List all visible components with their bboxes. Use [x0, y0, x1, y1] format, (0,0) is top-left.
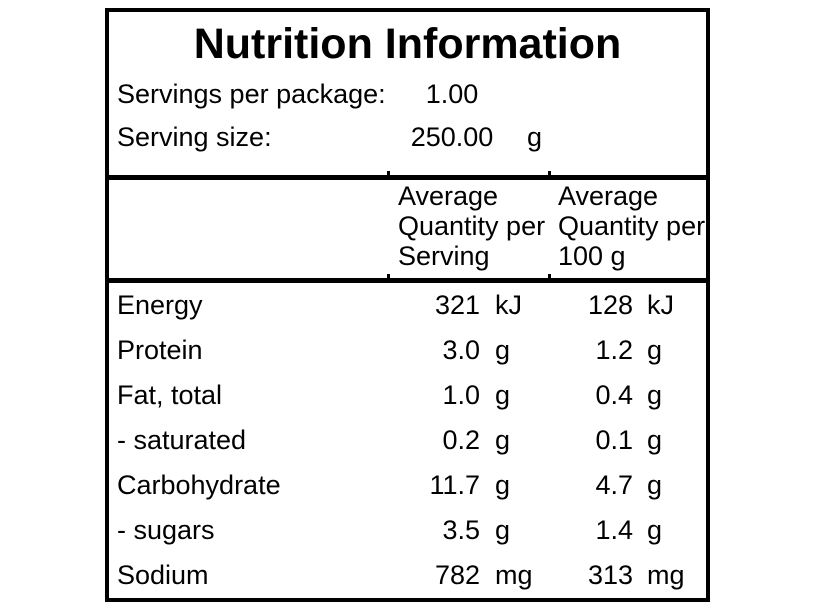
per-100g-value: 128	[587, 290, 633, 320]
per-serving-value: 3.5	[442, 515, 480, 545]
header-per-serving-line: Average	[398, 181, 499, 211]
per-serving-unit: g	[495, 380, 511, 410]
column-tick	[387, 274, 390, 279]
nutrient-row: Fat, total 1.0 g 0.4 g	[109, 373, 706, 418]
per-serving-value: 321	[434, 290, 480, 320]
per-serving-unit: mg	[495, 560, 533, 590]
per-100g-unit: g	[647, 335, 663, 365]
nutrient-label: Fat, total	[117, 380, 223, 410]
per-100g-unit: kJ	[647, 290, 674, 320]
per-100g-unit: mg	[647, 560, 685, 590]
per-100g-value: 1.4	[595, 515, 633, 545]
servings-per-package-label: Servings per package:	[117, 79, 386, 109]
per-serving-value: 782	[434, 560, 480, 590]
per-100g-value: 1.2	[595, 335, 633, 365]
header-per-serving: Average Quantity per Serving	[389, 181, 550, 271]
servings-per-package-row: Servings per package: 1.00	[109, 79, 706, 109]
header-per-serving-line: Quantity per	[398, 211, 546, 241]
servings-per-package-value: 1.00	[425, 79, 479, 109]
serving-size-label: Serving size:	[117, 122, 272, 152]
per-100g-unit: g	[647, 470, 663, 500]
serving-size-value: 250.00	[410, 122, 494, 152]
per-serving-unit: kJ	[495, 290, 522, 320]
nutrient-row: Carbohydrate 11.7 g 4.7 g	[109, 463, 706, 508]
per-serving-unit: g	[495, 425, 511, 455]
per-serving-unit: g	[495, 515, 511, 545]
nutrient-label: Sodium	[117, 560, 209, 590]
column-tick	[387, 171, 390, 176]
per-100g-value: 0.4	[595, 380, 633, 410]
per-serving-value: 1.0	[442, 380, 480, 410]
nutrient-label: Protein	[117, 335, 203, 365]
serving-size-unit: g	[527, 122, 543, 152]
per-serving-unit: g	[495, 335, 511, 365]
per-100g-value: 0.1	[595, 425, 633, 455]
nutrient-row: Protein 3.0 g 1.2 g	[109, 328, 706, 373]
per-100g-unit: g	[647, 425, 663, 455]
nutrient-label: - saturated	[117, 425, 247, 455]
nutrient-row: - sugars 3.5 g 1.4 g	[109, 508, 706, 553]
nutrient-row: Energy 321 kJ 128 kJ	[109, 283, 706, 328]
nutrient-table: Energy 321 kJ 128 kJ Protein 3.0 g 1.2 g…	[109, 283, 706, 598]
serving-size-row: Serving size: 250.00 g	[109, 122, 706, 152]
nutrition-panel: Nutrition Information Servings per packa…	[105, 8, 710, 602]
header-per-serving-line: Serving	[398, 241, 490, 271]
table-header-row: Average Quantity per Serving Average Qua…	[109, 181, 706, 271]
per-100g-value: 4.7	[595, 470, 633, 500]
per-serving-value: 3.0	[442, 335, 480, 365]
nutrient-row: - saturated 0.2 g 0.1 g	[109, 418, 706, 463]
header-per-100g-line: Average	[558, 181, 659, 211]
column-tick	[548, 274, 551, 279]
per-100g-value: 313	[587, 560, 633, 590]
nutrient-label: Energy	[117, 290, 203, 320]
header-per-100g-line: Quantity per	[558, 211, 706, 241]
per-serving-value: 11.7	[429, 470, 480, 500]
header-per-100g: Average Quantity per 100 g	[550, 181, 706, 271]
nutrient-row: Sodium 782 mg 313 mg	[109, 553, 706, 598]
per-100g-unit: g	[647, 380, 663, 410]
nutrient-label: Carbohydrate	[117, 470, 281, 500]
column-tick	[548, 171, 551, 176]
header-per-100g-line: 100 g	[558, 241, 626, 271]
divider-rule-top	[109, 175, 706, 180]
per-100g-unit: g	[647, 515, 663, 545]
header-empty-cell	[109, 181, 389, 271]
nutrient-label: - sugars	[117, 515, 215, 545]
divider-rule-bottom	[109, 278, 706, 283]
per-serving-unit: g	[495, 470, 511, 500]
per-serving-value: 0.2	[442, 425, 480, 455]
panel-title: Nutrition Information	[193, 20, 622, 68]
